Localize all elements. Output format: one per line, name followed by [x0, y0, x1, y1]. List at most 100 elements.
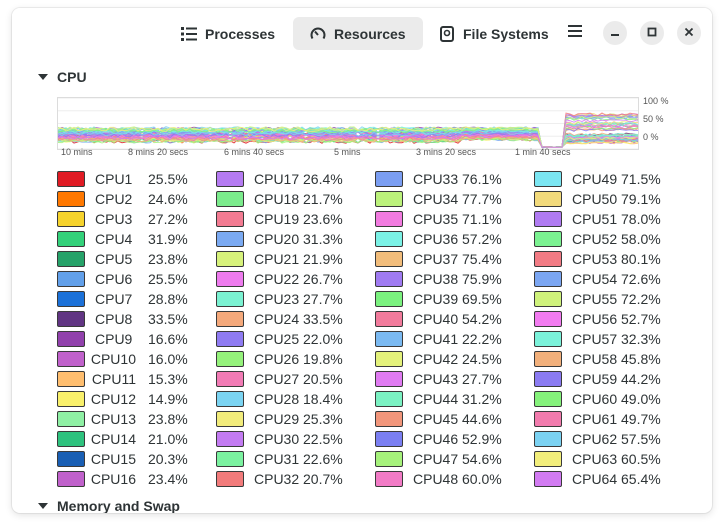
cpu-color-swatch[interactable] — [216, 231, 244, 247]
cpu-color-swatch[interactable] — [57, 251, 85, 267]
cpu-color-swatch[interactable] — [375, 391, 403, 407]
cpu-color-swatch[interactable] — [534, 351, 562, 367]
cpu-color-swatch[interactable] — [534, 231, 562, 247]
cpu-color-swatch[interactable] — [534, 191, 562, 207]
cpu-color-swatch[interactable] — [375, 271, 403, 287]
cpu-color-swatch[interactable] — [534, 451, 562, 467]
cpu-usage-value: 23.8% — [148, 411, 188, 427]
cpu-color-swatch[interactable] — [216, 251, 244, 267]
cpu-color-swatch[interactable] — [216, 191, 244, 207]
cpu-usage-value: 27.7% — [462, 371, 502, 387]
cpu-color-swatch[interactable] — [375, 291, 403, 307]
cpu-color-swatch[interactable] — [375, 191, 403, 207]
cpu-color-swatch[interactable] — [375, 211, 403, 227]
cpu-color-swatch[interactable] — [375, 311, 403, 327]
cpu-legend-item: CPU18 21.7% — [216, 189, 371, 209]
cpu-usage-value: 44.2% — [621, 371, 661, 387]
cpu-name-label: CPU24 — [254, 311, 300, 327]
cpu-legend-item: CPU19 23.6% — [216, 209, 371, 229]
tab-processes[interactable]: Processes — [170, 17, 285, 50]
tab-resources[interactable]: Resources — [293, 17, 423, 50]
cpu-name-label: CPU55 — [572, 291, 618, 307]
cpu-color-swatch[interactable] — [216, 171, 244, 187]
cpu-color-swatch[interactable] — [375, 451, 403, 467]
cpu-name-label: CPU48 — [413, 471, 459, 487]
cpu-color-swatch[interactable] — [216, 351, 244, 367]
tab-file-systems[interactable]: File Systems — [428, 17, 559, 50]
cpu-color-swatch[interactable] — [216, 431, 244, 447]
cpu-name-label: CPU19 — [254, 211, 300, 227]
cpu-name-label: CPU9 — [95, 331, 133, 347]
cpu-color-swatch[interactable] — [216, 211, 244, 227]
cpu-color-swatch[interactable] — [534, 271, 562, 287]
cpu-name-label: CPU43 — [413, 371, 459, 387]
cpu-name-label: CPU62 — [572, 431, 618, 447]
cpu-color-swatch[interactable] — [216, 271, 244, 287]
cpu-legend-item: CPU27 20.5% — [216, 369, 371, 389]
cpu-color-swatch[interactable] — [375, 371, 403, 387]
maximize-button[interactable] — [640, 21, 664, 45]
x-axis-label: 10 mins — [61, 147, 93, 157]
cpu-usage-value: 75.9% — [462, 271, 502, 287]
cpu-color-swatch[interactable] — [375, 471, 403, 487]
cpu-color-swatch[interactable] — [216, 371, 244, 387]
memory-section-toggle[interactable]: Memory and Swap — [38, 498, 180, 513]
cpu-color-swatch[interactable] — [534, 171, 562, 187]
cpu-color-swatch[interactable] — [57, 351, 85, 367]
cpu-color-swatch[interactable] — [57, 331, 85, 347]
cpu-color-swatch[interactable] — [57, 291, 85, 307]
cpu-color-swatch[interactable] — [375, 231, 403, 247]
cpu-color-swatch[interactable] — [57, 371, 85, 387]
main-menu-button[interactable] — [562, 20, 588, 46]
cpu-section-toggle[interactable]: CPU — [38, 69, 87, 85]
cpu-color-swatch[interactable] — [57, 391, 85, 407]
cpu-color-swatch[interactable] — [534, 411, 562, 427]
cpu-color-swatch[interactable] — [534, 251, 562, 267]
cpu-color-swatch[interactable] — [57, 171, 85, 187]
cpu-color-swatch[interactable] — [375, 331, 403, 347]
cpu-color-swatch[interactable] — [216, 471, 244, 487]
cpu-color-swatch[interactable] — [375, 351, 403, 367]
cpu-color-swatch[interactable] — [216, 291, 244, 307]
cpu-color-swatch[interactable] — [57, 271, 85, 287]
cpu-color-swatch[interactable] — [534, 391, 562, 407]
cpu-legend-item: CPU33 76.1% — [375, 169, 530, 189]
cpu-color-swatch[interactable] — [57, 411, 85, 427]
cpu-color-swatch[interactable] — [216, 411, 244, 427]
expander-arrow-icon — [38, 503, 48, 509]
cpu-color-swatch[interactable] — [534, 471, 562, 487]
cpu-color-swatch[interactable] — [534, 311, 562, 327]
cpu-color-swatch[interactable] — [216, 391, 244, 407]
cpu-color-swatch[interactable] — [216, 311, 244, 327]
cpu-color-swatch[interactable] — [534, 431, 562, 447]
cpu-color-swatch[interactable] — [57, 471, 85, 487]
cpu-name-label: CPU16 — [90, 471, 136, 487]
cpu-name-label: CPU5 — [95, 251, 133, 267]
cpu-color-swatch[interactable] — [57, 211, 85, 227]
cpu-usage-value: 14.9% — [148, 391, 188, 407]
cpu-color-swatch[interactable] — [375, 431, 403, 447]
cpu-legend-item: CPU13 23.8% — [57, 409, 212, 429]
cpu-name-label: CPU52 — [572, 231, 618, 247]
cpu-name-label: CPU35 — [413, 211, 459, 227]
cpu-legend-item: CPU60 49.0% — [534, 389, 689, 409]
cpu-color-swatch[interactable] — [375, 251, 403, 267]
cpu-color-swatch[interactable] — [216, 331, 244, 347]
cpu-color-swatch[interactable] — [57, 311, 85, 327]
cpu-color-swatch[interactable] — [216, 451, 244, 467]
cpu-color-swatch[interactable] — [534, 291, 562, 307]
minimize-button[interactable] — [603, 21, 627, 45]
cpu-color-swatch[interactable] — [534, 371, 562, 387]
cpu-name-label: CPU18 — [254, 191, 300, 207]
cpu-color-swatch[interactable] — [57, 231, 85, 247]
cpu-color-swatch[interactable] — [375, 411, 403, 427]
cpu-name-label: CPU29 — [254, 411, 300, 427]
cpu-color-swatch[interactable] — [57, 451, 85, 467]
cpu-color-swatch[interactable] — [534, 211, 562, 227]
cpu-color-swatch[interactable] — [375, 171, 403, 187]
cpu-color-swatch[interactable] — [534, 331, 562, 347]
cpu-usage-value: 49.0% — [621, 391, 661, 407]
close-button[interactable] — [677, 21, 701, 45]
cpu-color-swatch[interactable] — [57, 431, 85, 447]
cpu-color-swatch[interactable] — [57, 191, 85, 207]
